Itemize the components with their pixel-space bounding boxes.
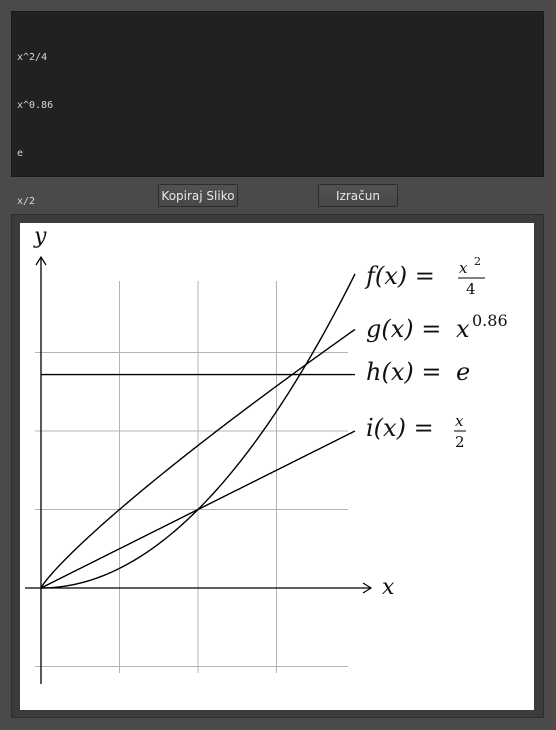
label-h: h(x) = e: [366, 358, 470, 386]
editor-line: x^0.86: [17, 100, 54, 111]
label-f-lhs: f(x) =: [364, 262, 435, 290]
y-axis-label: y: [33, 224, 47, 249]
label-h-rhs: e: [456, 358, 470, 386]
function-plot: x y f(x) = x 2 4 g(x) = x 0.86 h(x) = e …: [25, 224, 508, 684]
editor-line: x/2: [17, 196, 36, 207]
expression-editor[interactable]: x^2/4 x^0.86 e x/2: [11, 11, 544, 207]
calculate-button[interactable]: Izračun: [318, 184, 398, 207]
label-g: g(x) = x 0.86: [366, 311, 508, 343]
label-i: i(x) = x 2: [366, 412, 466, 451]
plot-canvas: x y f(x) = x 2 4 g(x) = x 0.86 h(x) = e …: [20, 223, 534, 710]
grid-lines: [35, 281, 348, 673]
editor-line: e: [17, 148, 24, 159]
copy-image-button[interactable]: Kopiraj Sliko: [158, 184, 238, 207]
label-f-num-sup: 2: [474, 255, 481, 268]
label-f-num: x: [459, 259, 468, 277]
label-i-lhs: i(x) =: [366, 414, 434, 442]
label-i-den: 2: [455, 433, 465, 451]
curve-i: [40, 430, 356, 589]
label-h-lhs: h(x) =: [366, 358, 441, 386]
label-g-lhs: g(x) =: [366, 315, 441, 343]
editor-line: x^2/4: [17, 52, 48, 63]
x-axis-label: x: [382, 575, 395, 600]
label-g-base: x: [456, 315, 470, 343]
label-i-num: x: [455, 412, 464, 430]
curve-g: [40, 328, 356, 589]
curves: [40, 273, 356, 589]
axes: x y: [25, 224, 395, 684]
y-axis-arrow: [35, 255, 47, 266]
label-g-sup: 0.86: [472, 311, 508, 330]
x-axis-arrow: [362, 582, 373, 594]
label-f: f(x) = x 2 4: [364, 255, 485, 298]
label-f-den: 4: [466, 280, 476, 298]
